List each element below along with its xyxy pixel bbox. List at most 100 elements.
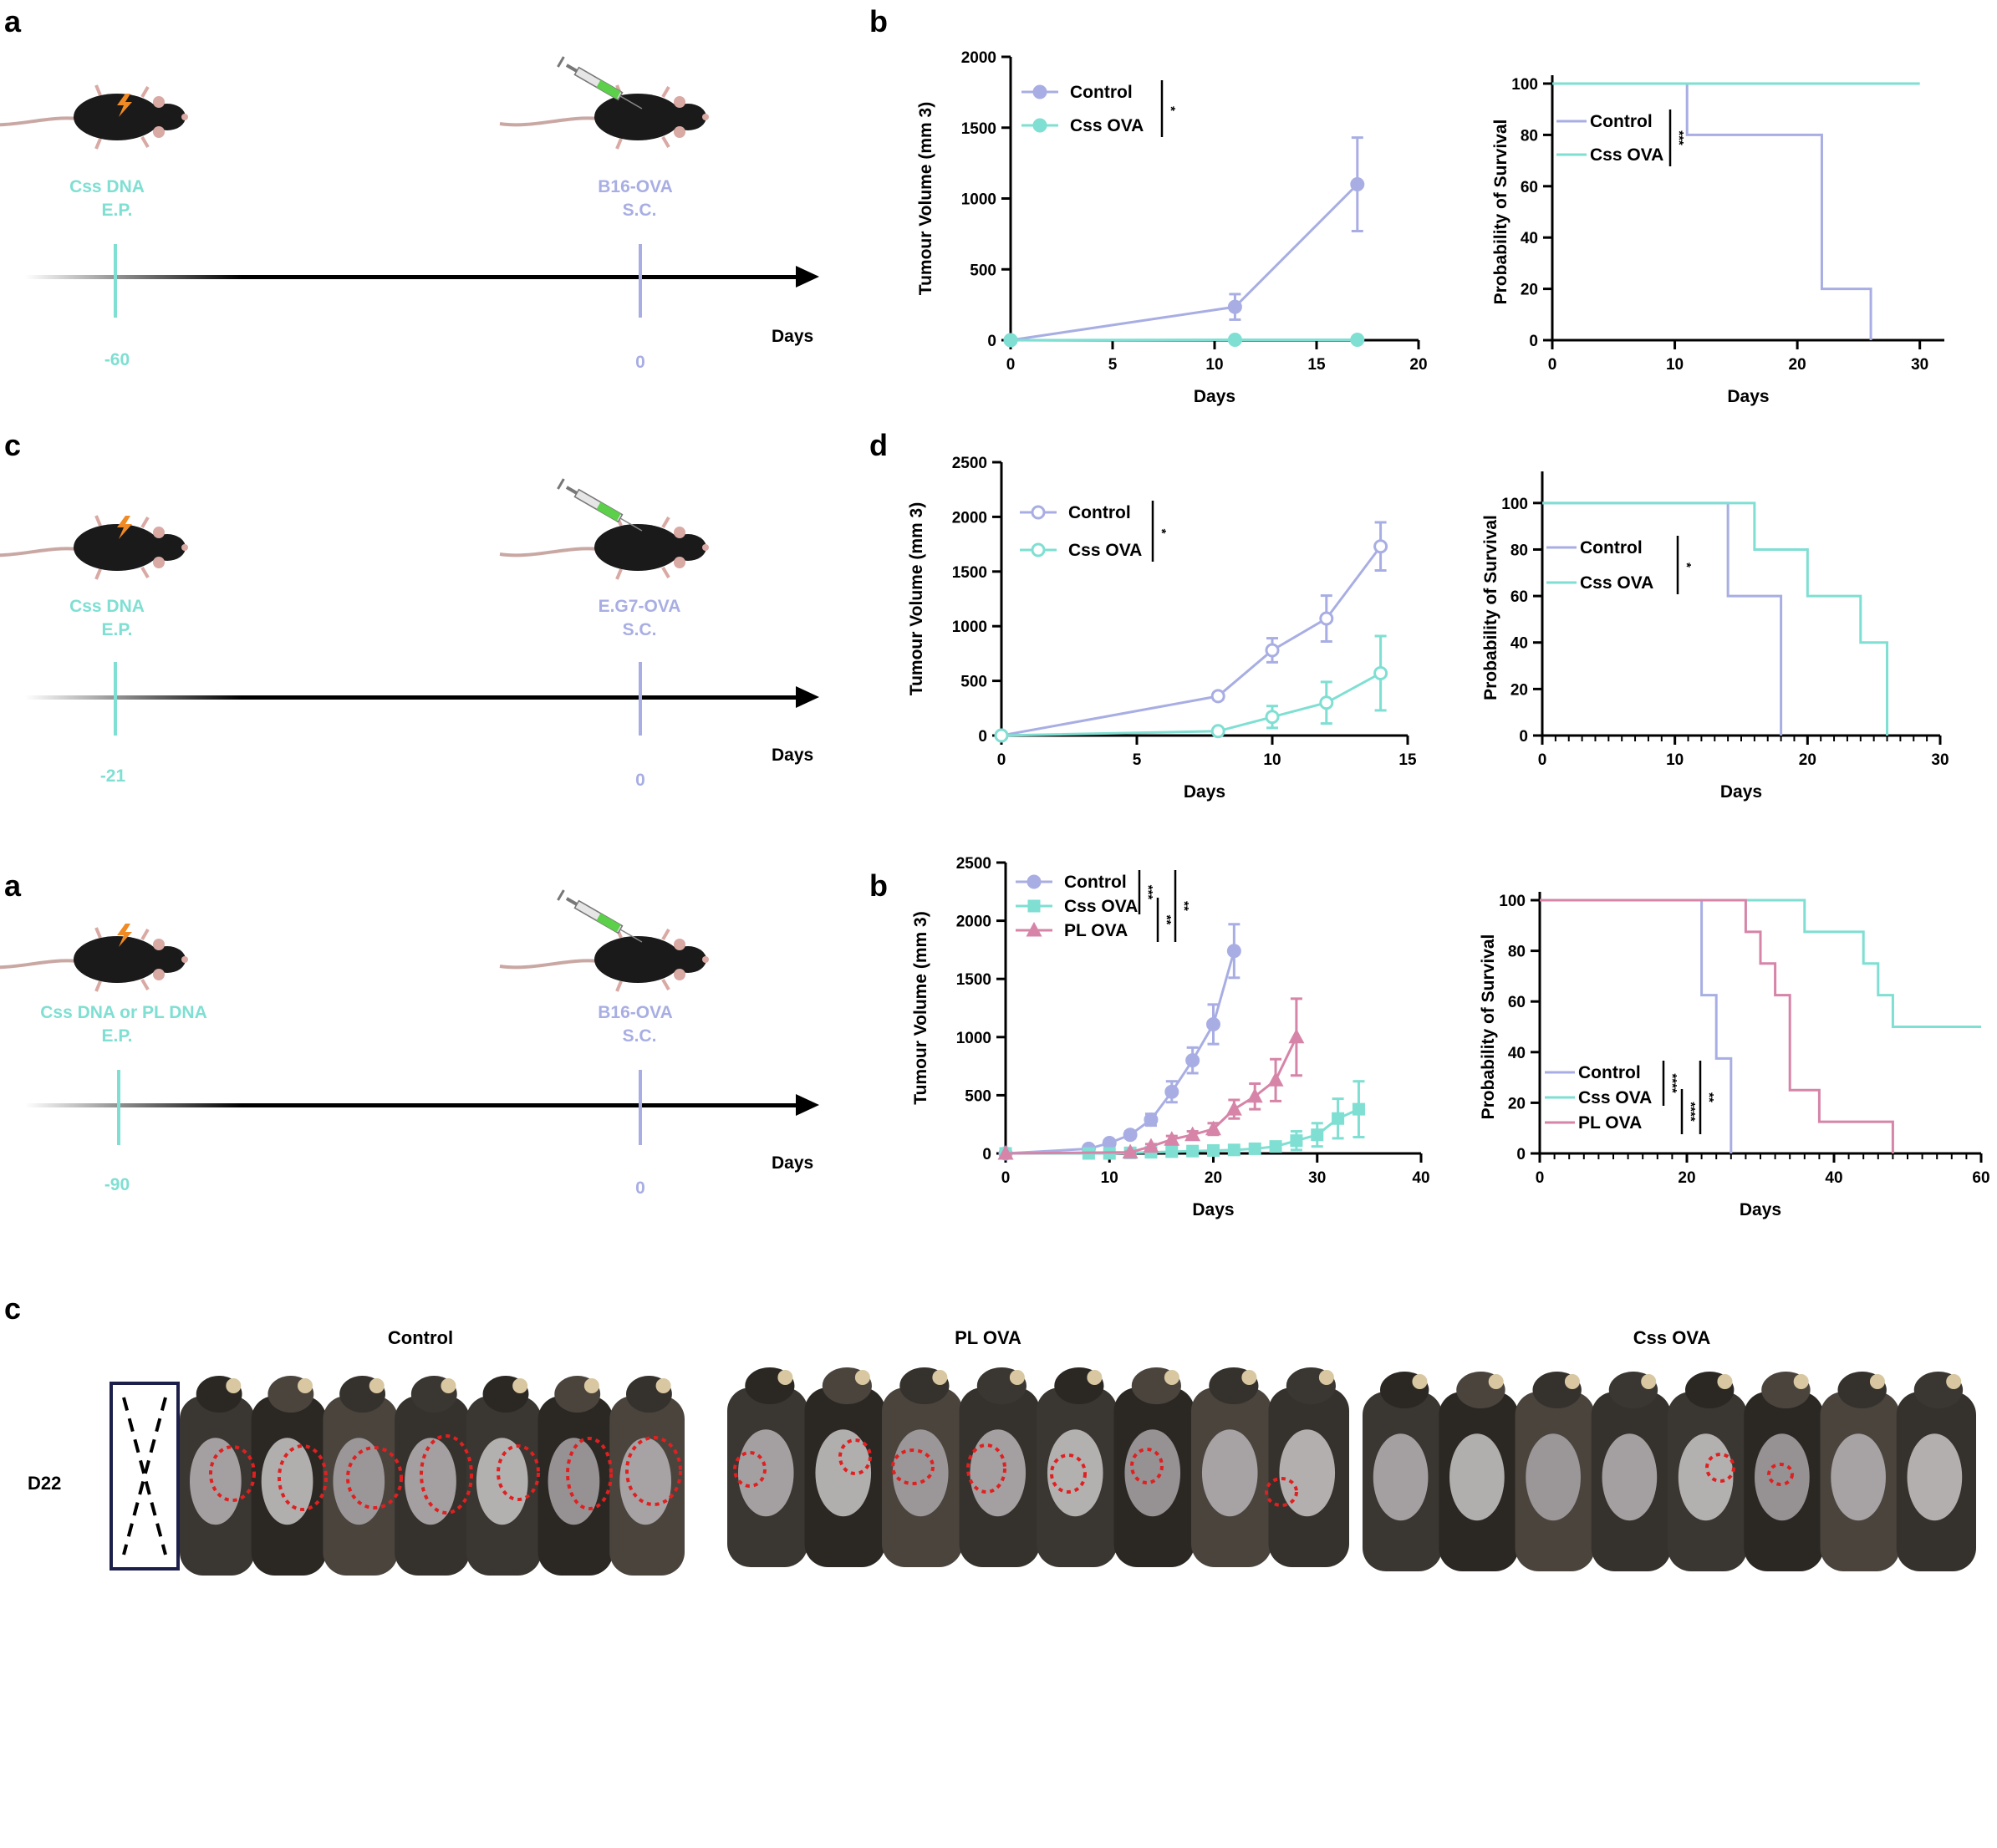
- y-tick-label: 0: [987, 333, 996, 350]
- mouse-icon: [498, 84, 711, 150]
- data-point: [1352, 1102, 1365, 1116]
- mouse-icon: [498, 514, 711, 581]
- shaved-flank: [1279, 1429, 1336, 1517]
- ear-tag: [655, 1378, 671, 1393]
- x-tick-label: 60: [1972, 1169, 1989, 1187]
- y-tick-label: 1000: [961, 191, 996, 209]
- shaved-flank: [1678, 1433, 1734, 1521]
- timeline-left-label: Css DNA or PL DNA: [40, 1003, 207, 1022]
- data-point: [1184, 1126, 1201, 1142]
- x-axis-label: Days: [1194, 387, 1235, 406]
- ear-tag: [369, 1378, 385, 1393]
- significance-marker: **: [1702, 1092, 1716, 1102]
- ear-tag: [1241, 1370, 1257, 1385]
- x-tick-label: 0: [997, 751, 1006, 769]
- data-point: [1311, 1128, 1324, 1142]
- timeline-schematic-2: Css DNA E.P. E.G7-OVA S.C. -21 0 Days: [0, 477, 819, 790]
- data-point: [1144, 1112, 1159, 1128]
- ear-tag: [512, 1378, 528, 1393]
- shaved-flank: [970, 1429, 1027, 1517]
- y-tick-label: 40: [1508, 1045, 1526, 1062]
- timepoint-label: D22: [28, 1473, 61, 1494]
- data-point: [1164, 1131, 1180, 1146]
- shaved-flank: [1526, 1433, 1581, 1521]
- panel-label-a-second: a: [4, 868, 22, 903]
- mouse-photo-panel: D22 Control PL OVA Css OVA: [28, 1327, 1976, 1576]
- data-point: [1227, 1143, 1240, 1157]
- tumour-circle: [1767, 1463, 1794, 1486]
- shaved-flank: [476, 1438, 528, 1525]
- tumour-circle: [346, 1446, 403, 1509]
- timeline-days-label: Days: [772, 746, 813, 765]
- survival-curve-1: [1542, 501, 1889, 736]
- data-point: [1227, 299, 1242, 314]
- data-point: [1164, 1084, 1179, 1099]
- tumour-volume-chart-b: 0 5 10 15 20 0 500 1000 1500 2000 Days Tumour Volum…: [916, 49, 1428, 406]
- legend-label: PL OVA: [1064, 921, 1128, 940]
- timeline-arrowhead: [796, 266, 819, 288]
- timeline-days-label: Days: [772, 327, 813, 346]
- group-label-control: Control: [388, 1327, 453, 1348]
- empty-slot-box: [110, 1382, 180, 1571]
- timeline-left-sublabel: E.P.: [102, 201, 133, 220]
- y-axis-label: Tumour Volume (mm 3): [916, 102, 935, 295]
- data-point: [1123, 1128, 1138, 1143]
- y-tick-label: 2500: [952, 455, 987, 472]
- significance-marker: *: [1154, 529, 1169, 534]
- series-line-1: [1010, 338, 1358, 342]
- data-point: [1246, 1087, 1263, 1103]
- shaved-flank: [1907, 1433, 1963, 1521]
- shaved-flank: [815, 1429, 872, 1517]
- ear-tag: [1869, 1374, 1885, 1389]
- mouse-icon: [0, 926, 190, 993]
- tumour-circle: [838, 1438, 872, 1475]
- x-axis-label: Days: [1740, 1200, 1781, 1219]
- shaved-flank: [548, 1438, 600, 1525]
- shaved-flank: [1602, 1433, 1658, 1521]
- x-tick-label: 10: [1666, 751, 1684, 769]
- shaved-flank: [333, 1438, 385, 1525]
- x-tick-label: 20: [1799, 751, 1816, 769]
- tumour-circle: [497, 1444, 540, 1501]
- series-line-0: [1010, 183, 1358, 342]
- ear-tag: [298, 1378, 313, 1393]
- series-line-2: [1005, 1036, 1298, 1155]
- survival-chart-b: 0 10 20 30 0 20 40 60 80 100 Days Probability of Su…: [1491, 75, 1944, 406]
- legend-label: Control: [1068, 503, 1131, 522]
- y-tick-label: 100: [1499, 893, 1526, 910]
- timeline-left-sublabel: E.P.: [102, 620, 133, 639]
- y-tick-label: 1500: [952, 564, 987, 582]
- x-tick-label: 30: [1308, 1169, 1326, 1187]
- data-point: [1143, 1138, 1159, 1153]
- ear-tag: [1488, 1374, 1504, 1389]
- y-tick-label: 40: [1521, 230, 1538, 247]
- timeline-right-sublabel: S.C.: [623, 201, 657, 220]
- panel-label-b-second: b: [869, 868, 888, 903]
- legend-marker: [1032, 118, 1047, 133]
- timeline-left-day: -21: [100, 766, 126, 786]
- data-point: [1373, 539, 1388, 554]
- shaved-flank: [190, 1438, 242, 1525]
- x-tick-label: 10: [1101, 1169, 1118, 1187]
- ear-tag: [1641, 1374, 1657, 1389]
- y-tick-label: 1000: [952, 619, 987, 636]
- legend-marker: [1032, 84, 1047, 99]
- y-tick-label: 40: [1510, 635, 1528, 653]
- data-point: [1319, 611, 1334, 626]
- x-tick-label: 0: [1006, 356, 1016, 374]
- data-point: [1350, 177, 1365, 192]
- y-tick-label: 20: [1510, 681, 1528, 699]
- timeline-left-day: -90: [104, 1175, 130, 1194]
- legend-label: Control: [1064, 873, 1127, 892]
- x-tick-label: 0: [1536, 1169, 1545, 1187]
- ear-tag: [1412, 1374, 1428, 1389]
- y-tick-label: 60: [1508, 994, 1526, 1011]
- legend-label: Control: [1590, 112, 1653, 131]
- panel-label-a: a: [4, 4, 22, 38]
- data-point: [997, 1144, 1014, 1160]
- data-point: [994, 728, 1009, 743]
- tumour-circle: [1705, 1453, 1735, 1483]
- significance-marker: ****: [1665, 1073, 1679, 1093]
- y-tick-label: 2000: [952, 509, 987, 527]
- survival-curve-0: [1542, 501, 1783, 736]
